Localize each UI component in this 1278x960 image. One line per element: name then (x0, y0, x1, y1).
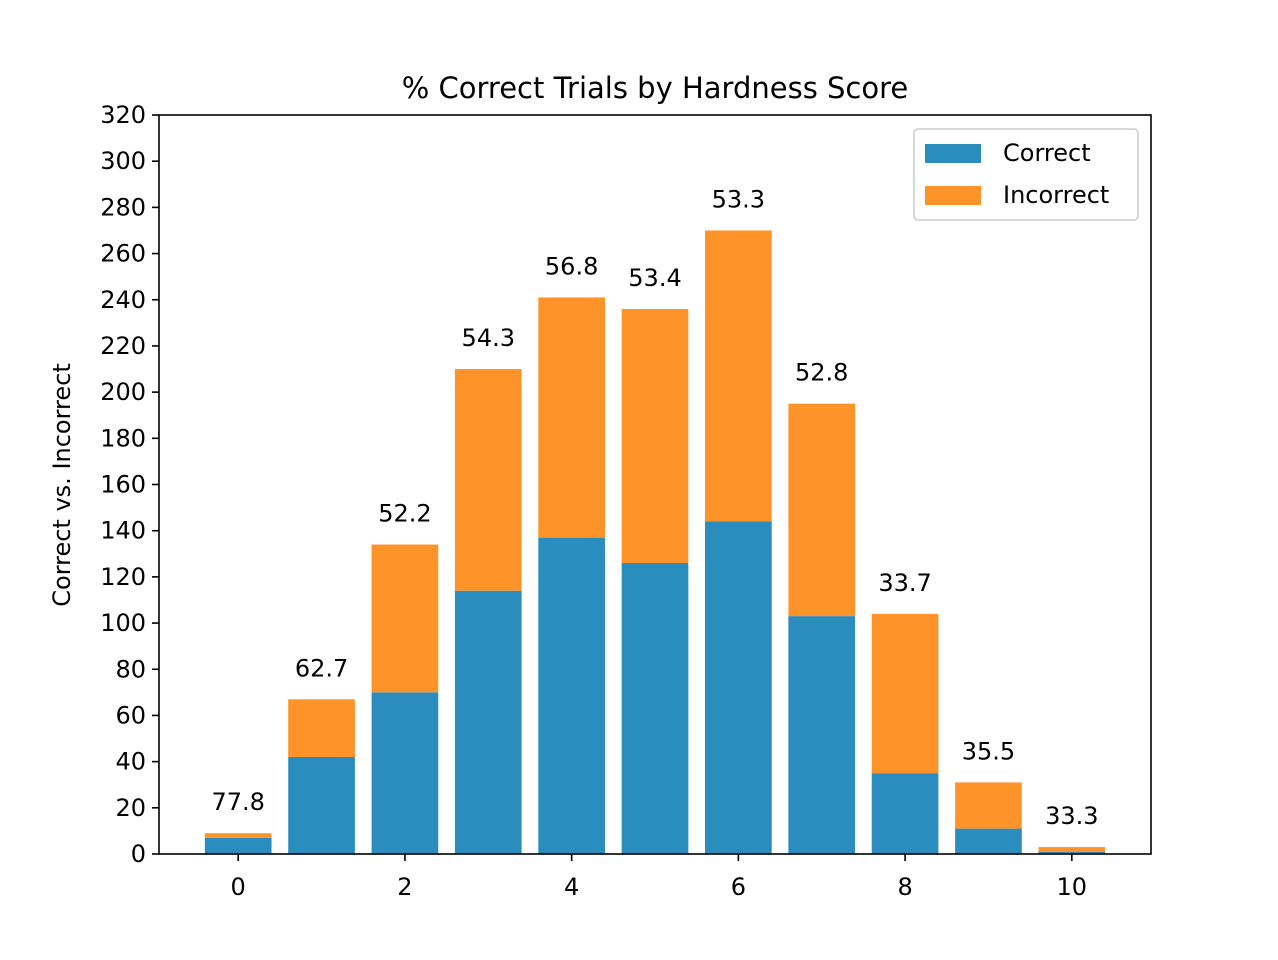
bar-correct-0 (204, 837, 272, 854)
y-tick-label-300: 300 (100, 147, 146, 175)
x-tick-label-4: 4 (564, 873, 579, 901)
legend: Correct Incorrect (913, 128, 1139, 221)
bar-incorrect-2 (371, 544, 439, 693)
y-tick-label-20: 20 (115, 794, 146, 822)
bar-correct-6 (705, 521, 772, 854)
bar-label-1: 62.7 (295, 654, 348, 682)
y-tick-label-100: 100 (100, 609, 146, 637)
bar-incorrect-7 (788, 403, 856, 617)
bar-incorrect-8 (871, 613, 939, 774)
bar-label-6: 53.3 (712, 185, 765, 213)
bar-incorrect-1 (288, 699, 355, 758)
bar-labels-layer: 77.8 62.7 52.2 54.3 56.8 53.4 53.3 52.8 33.7 35.5… (211, 185, 1098, 830)
bar-correct-1 (288, 757, 355, 854)
bar-correct-2 (371, 692, 439, 854)
x-tick-label-10: 10 (1057, 873, 1088, 901)
bar-correct-3 (454, 590, 522, 854)
y-tick-label-200: 200 (100, 378, 146, 406)
bar-correct-4 (538, 537, 605, 854)
axes-layer: 0204060801001201401601802002202402602803… (100, 101, 1152, 901)
legend-label-incorrect: Incorrect (1003, 181, 1109, 209)
y-tick-label-40: 40 (115, 748, 146, 776)
bar-correct-10 (1038, 851, 1106, 854)
x-tick-label-6: 6 (731, 873, 746, 901)
bar-incorrect-10 (1038, 847, 1106, 852)
bar-label-0: 77.8 (211, 788, 264, 816)
y-tick-label-280: 280 (100, 193, 146, 221)
bar-label-5: 53.4 (628, 264, 681, 292)
bar-incorrect-3 (454, 369, 522, 591)
bar-incorrect-4 (538, 297, 605, 538)
y-tick-label-120: 120 (100, 563, 146, 591)
bar-label-4: 56.8 (545, 252, 598, 280)
bar-label-7: 52.8 (795, 359, 848, 387)
bar-correct-8 (871, 773, 939, 854)
bar-label-10: 33.3 (1045, 802, 1098, 830)
bar-label-3: 54.3 (462, 324, 515, 352)
bar-incorrect-6 (705, 230, 772, 522)
x-tick-label-0: 0 (231, 873, 246, 901)
legend-label-correct: Correct (1003, 139, 1091, 167)
bar-label-9: 35.5 (962, 737, 1015, 765)
y-tick-label-0: 0 (131, 840, 146, 868)
legend-swatch-correct (925, 144, 981, 163)
y-tick-label-80: 80 (115, 655, 146, 683)
y-tick-label-320: 320 (100, 101, 146, 129)
y-tick-label-240: 240 (100, 286, 146, 314)
bar-label-8: 33.7 (878, 569, 931, 597)
y-tick-label-140: 140 (100, 517, 146, 545)
bar-incorrect-5 (621, 308, 689, 564)
chart-title: % Correct Trials by Hardness Score (402, 71, 909, 105)
bar-correct-5 (621, 563, 689, 854)
bar-incorrect-9 (955, 782, 1022, 829)
bar-correct-7 (788, 616, 856, 854)
y-tick-label-60: 60 (115, 701, 146, 729)
y-axis-label: Correct vs. Incorrect (48, 363, 76, 607)
bars-layer (204, 230, 1106, 854)
y-tick-label-220: 220 (100, 332, 146, 360)
bar-label-2: 52.2 (378, 500, 431, 528)
x-tick-label-2: 2 (397, 873, 412, 901)
y-tick-label-260: 260 (100, 240, 146, 268)
y-tick-label-180: 180 (100, 424, 146, 452)
bar-correct-9 (955, 828, 1022, 854)
legend-swatch-incorrect (925, 186, 981, 205)
y-tick-label-160: 160 (100, 471, 146, 499)
x-tick-label-8: 8 (897, 873, 912, 901)
bar-incorrect-0 (204, 833, 272, 838)
